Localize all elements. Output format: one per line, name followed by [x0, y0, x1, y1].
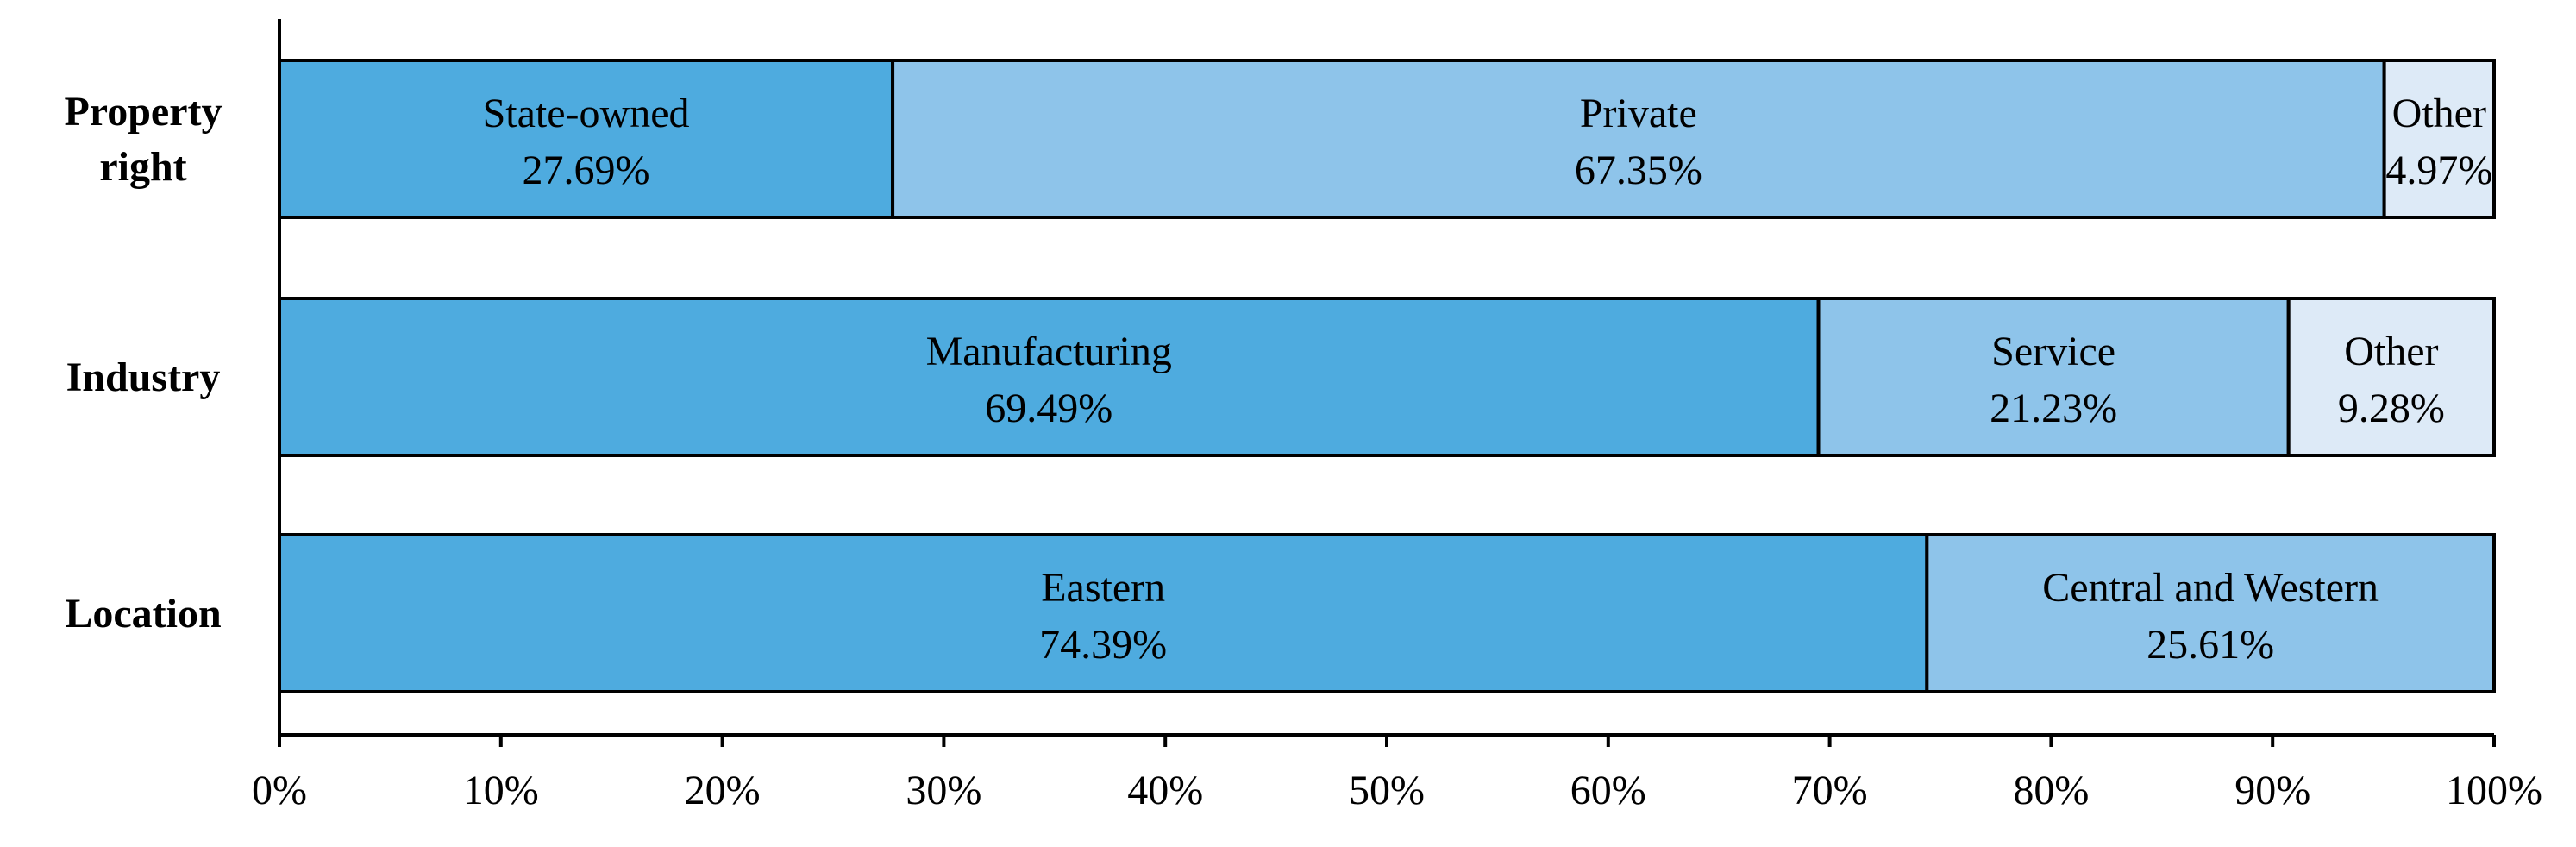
category-label: right: [99, 144, 186, 190]
x-tick-label: 20%: [685, 768, 761, 813]
segment-name-label: State-owned: [483, 91, 690, 136]
axes-layer: [278, 19, 2496, 747]
segment-value-label: 9.28%: [2338, 386, 2445, 431]
segment-name-label: Eastern: [1041, 565, 1165, 611]
x-tick-label: 50%: [1349, 768, 1425, 813]
segment-value-label: 21.23%: [1990, 386, 2117, 431]
segment-value-label: 67.35%: [1575, 147, 1702, 193]
bars-layer: [278, 59, 2497, 693]
segment-name-label: Private: [1580, 91, 1697, 136]
segment-value-label: 27.69%: [523, 147, 650, 193]
x-tick-label: 70%: [1792, 768, 1868, 813]
segment-name-label: Other: [2344, 329, 2438, 374]
segment-name-label: Central and Western: [2042, 565, 2379, 611]
bar-segment-0-0: [278, 59, 895, 219]
bar-segment-2-0: [278, 533, 1929, 693]
segment-value-label: 4.97%: [2385, 147, 2492, 193]
labels-layer: State-owned 27.69% Private 67.35% Other 4.97%…: [64, 89, 2542, 813]
bar-segment-2-1: [1925, 533, 2496, 693]
segment-value-label: 25.61%: [2147, 622, 2274, 668]
x-tick-label: 40%: [1127, 768, 1203, 813]
bar-segment-1-1: [1816, 297, 2291, 457]
category-label: Property: [64, 89, 222, 135]
bar-segment-0-2: [2382, 59, 2496, 219]
x-tick-label: 80%: [2013, 768, 2089, 813]
segment-value-label: 69.49%: [985, 386, 1113, 431]
x-tick-label: 100%: [2446, 768, 2542, 813]
segment-value-label: 74.39%: [1039, 622, 1167, 668]
segment-name-label: Manufacturing: [926, 329, 1172, 374]
bar-segment-0-1: [891, 59, 2386, 219]
x-tick-label: 90%: [2234, 768, 2310, 813]
segment-name-label: Other: [2392, 91, 2486, 136]
category-label: Industry: [66, 354, 221, 400]
bar-segment-1-2: [2286, 297, 2497, 457]
x-tick-label: 0%: [252, 768, 307, 813]
segment-name-label: Service: [1991, 329, 2115, 374]
x-tick-label: 30%: [906, 768, 981, 813]
x-tick-label: 10%: [463, 768, 539, 813]
bar-segment-1-0: [278, 297, 1821, 457]
category-label: Location: [65, 591, 221, 637]
x-tick-label: 60%: [1570, 768, 1646, 813]
